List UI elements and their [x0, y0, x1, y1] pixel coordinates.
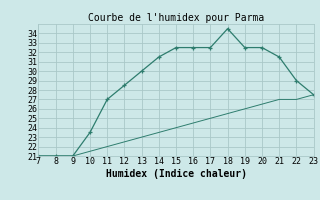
X-axis label: Humidex (Indice chaleur): Humidex (Indice chaleur): [106, 169, 246, 179]
Title: Courbe de l'humidex pour Parma: Courbe de l'humidex pour Parma: [88, 13, 264, 23]
